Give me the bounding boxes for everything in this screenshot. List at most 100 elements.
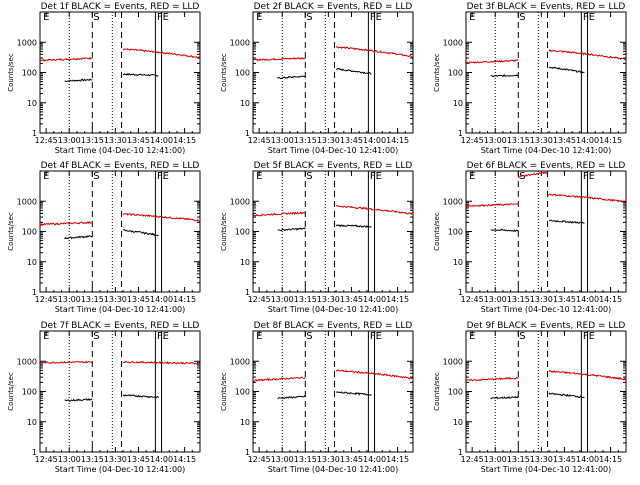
x-tick-label: 13:45 <box>340 295 363 304</box>
marker-e-label: E <box>43 331 49 342</box>
x-tick-label: 13:15 <box>507 295 530 304</box>
y-tick-label: 1 <box>458 129 463 138</box>
events-series-line <box>277 75 306 80</box>
y-tick-label: 10 <box>27 418 37 427</box>
x-tick-label: 14:15 <box>599 295 622 304</box>
lld-series-line <box>465 59 519 64</box>
x-axis-label: Start Time (04-Dec-10 12:41:00) <box>481 465 612 474</box>
x-tick-label: 13:00 <box>271 136 294 145</box>
y-tick-label: 1 <box>32 129 37 138</box>
events-series-line <box>548 392 585 398</box>
y-tick-label: 1 <box>458 288 463 297</box>
marker-fe-label: FE <box>370 171 382 182</box>
y-axis-label: Counts/sec <box>220 53 228 92</box>
x-tick-label: 14:00 <box>150 295 173 304</box>
lld-series-line <box>547 193 627 203</box>
y-tick-label: 100 <box>448 228 463 237</box>
panel-title: Det 5f BLACK = Events, RED = LLD <box>254 161 413 171</box>
events-series-line <box>335 391 372 396</box>
y-tick-label: 1000 <box>443 38 463 47</box>
x-tick-label: 14:15 <box>173 136 196 145</box>
marker-fe-label: FE <box>583 12 595 23</box>
plot-frame <box>252 170 414 293</box>
panel-title: Det 3f BLACK = Events, RED = LLD <box>467 2 626 12</box>
x-tick-label: 13:45 <box>553 455 576 464</box>
events-series-line <box>64 398 93 402</box>
lld-series-line <box>122 212 201 222</box>
x-axis-label: Start Time (04-Dec-10 12:41:00) <box>268 146 399 155</box>
x-tick-label: 13:45 <box>127 295 150 304</box>
x-tick-label: 14:00 <box>576 295 599 304</box>
y-tick-label: 1 <box>458 448 463 457</box>
y-axis-label: Counts/sec <box>7 372 15 411</box>
y-tick-label: 1 <box>245 288 250 297</box>
x-tick-label: 13:15 <box>81 295 104 304</box>
marker-e-label: E <box>469 331 475 342</box>
x-tick-label: 14:00 <box>363 455 386 464</box>
plot-frame <box>39 170 201 293</box>
marker-fe-label: FE <box>157 171 169 182</box>
y-tick-label: 100 <box>22 228 37 237</box>
plot-frame <box>39 11 201 134</box>
x-tick-label: 13:45 <box>340 136 363 145</box>
events-series-line <box>490 395 519 400</box>
lld-series-line <box>252 57 306 62</box>
x-axis-label: Start Time (04-Dec-10 12:41:00) <box>268 465 399 474</box>
y-tick-label: 10 <box>27 258 37 267</box>
events-series-line <box>122 72 159 77</box>
events-series-line <box>64 78 93 83</box>
detector-panel: Det 3f BLACK = Events, RED = LLD 1 10 100 10… <box>433 2 627 155</box>
x-tick-label: 12:45 <box>461 455 484 464</box>
detector-panel: Det 1f BLACK = Events, RED = LLD 1 10 100 10… <box>7 2 201 155</box>
x-tick-label: 12:45 <box>35 136 58 145</box>
x-tick-label: 13:30 <box>317 455 340 464</box>
y-tick-label: 10 <box>453 258 463 267</box>
lld-series-line <box>465 203 519 208</box>
y-tick-label: 1000 <box>230 357 250 366</box>
marker-e-label: E <box>256 12 262 23</box>
y-tick-label: 1000 <box>230 197 250 206</box>
events-series-line <box>335 68 372 75</box>
x-tick-label: 12:45 <box>35 295 58 304</box>
y-tick-label: 1 <box>245 129 250 138</box>
detector-panel: Det 2f BLACK = Events, RED = LLD 1 10 100 10… <box>220 2 414 155</box>
marker-s-label: S <box>93 171 99 182</box>
marker-fe-label: FE <box>583 171 595 182</box>
y-tick-label: 1000 <box>17 197 37 206</box>
marker-fe-label: FE <box>370 331 382 342</box>
y-tick-label: 100 <box>235 69 250 78</box>
x-tick-label: 14:00 <box>576 136 599 145</box>
detector-panel: Det 5f BLACK = Events, RED = LLD 1 10 100 10… <box>220 161 414 314</box>
x-tick-label: 14:00 <box>150 455 173 464</box>
marker-fe-label: FE <box>157 12 169 23</box>
x-tick-label: 13:15 <box>507 136 530 145</box>
y-tick-label: 100 <box>448 388 463 397</box>
x-tick-label: 14:15 <box>173 295 196 304</box>
x-tick-label: 13:30 <box>317 295 340 304</box>
y-tick-label: 10 <box>240 258 250 267</box>
y-tick-label: 1000 <box>17 357 37 366</box>
x-axis-label: Start Time (04-Dec-10 12:41:00) <box>55 305 186 314</box>
x-axis-label: Start Time (04-Dec-10 12:41:00) <box>55 465 186 474</box>
detector-panel: Det 9f BLACK = Events, RED = LLD 1 10 100 10… <box>433 321 627 474</box>
detector-panel: Det 7f BLACK = Events, RED = LLD 1 10 100 10… <box>7 321 201 474</box>
panel-title: Det 4f BLACK = Events, RED = LLD <box>41 161 200 171</box>
plot-frame <box>39 330 201 453</box>
marker-fe-label: FE <box>583 331 595 342</box>
marker-e-label: E <box>43 12 49 23</box>
lld-series-line <box>335 204 414 216</box>
marker-s-label: S <box>306 331 312 342</box>
panel-title: Det 7f BLACK = Events, RED = LLD <box>41 321 200 331</box>
marker-s-label: S <box>306 12 312 23</box>
lld-series-line <box>39 360 93 365</box>
x-tick-label: 14:00 <box>576 455 599 464</box>
x-tick-label: 13:30 <box>530 295 553 304</box>
events-series-line <box>122 229 159 237</box>
lld-series-line <box>123 360 201 365</box>
x-axis-label: Start Time (04-Dec-10 12:41:00) <box>55 146 186 155</box>
marker-e-label: E <box>469 12 475 23</box>
marker-e-label: E <box>43 171 49 182</box>
marker-s-label: S <box>519 331 525 342</box>
